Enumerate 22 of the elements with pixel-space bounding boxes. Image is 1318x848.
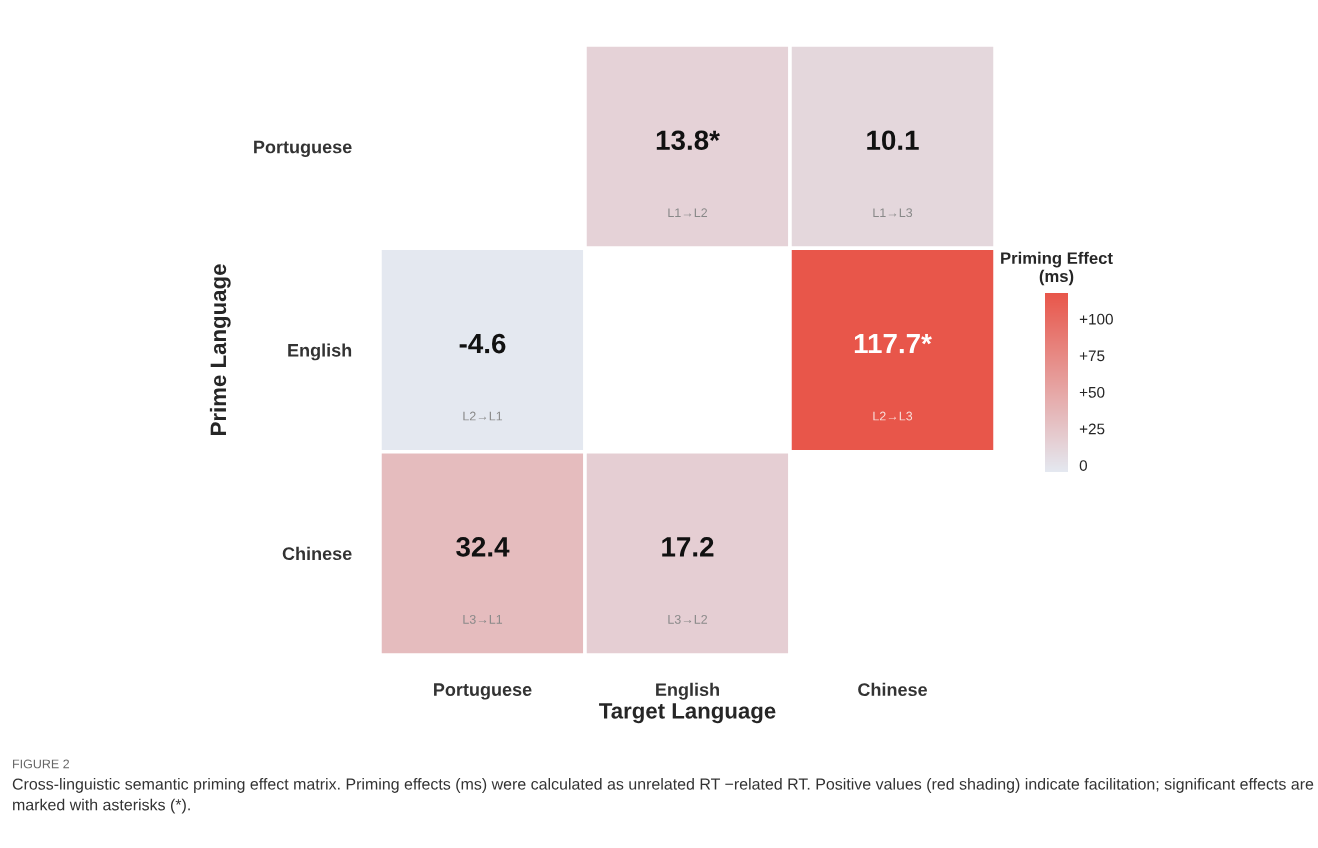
y-axis-title: Prime Language — [209, 264, 231, 435]
text: 13.8* L1→L2 — [656, 130, 720, 217]
y-tick-label: Chinese — [282, 546, 352, 561]
x-tick-label: Chinese — [858, 682, 928, 697]
text: 32.4 L3→L1 — [456, 537, 510, 624]
color-bar-title: Priming Effect (ms) — [1001, 251, 1113, 286]
x-tick-label: English — [656, 682, 719, 700]
y-tick-label: Portuguese — [254, 140, 352, 157]
color-bar-label: +75 — [1079, 350, 1105, 362]
color-bar-label: +100 — [1079, 313, 1113, 325]
color-bar-label: +50 — [1079, 386, 1105, 398]
color-bar-label: 0 — [1079, 460, 1088, 471]
text: 117.7* L2→L3 — [854, 334, 932, 421]
text: 10.1 L1→L3 — [867, 130, 919, 218]
x-tick-label: Portuguese — [434, 683, 532, 700]
text: 17.2 L3→L2 — [662, 537, 714, 624]
text: -4.6 L2→L1 — [459, 333, 506, 421]
caption: FIGURE 2 — [13, 759, 70, 769]
y-tick-label: English — [288, 343, 352, 361]
color-bar-label: +25 — [1079, 423, 1105, 435]
x-axis-title: Target Language — [599, 703, 776, 724]
text: Cross-linguistic semantic priming effect matrix. Priming effects (ms) were calculated as unrelated RT −related RT. Positive values (red shading) indicate facilitation; significant effects are marked with asterisks (*). — [12, 778, 1314, 814]
